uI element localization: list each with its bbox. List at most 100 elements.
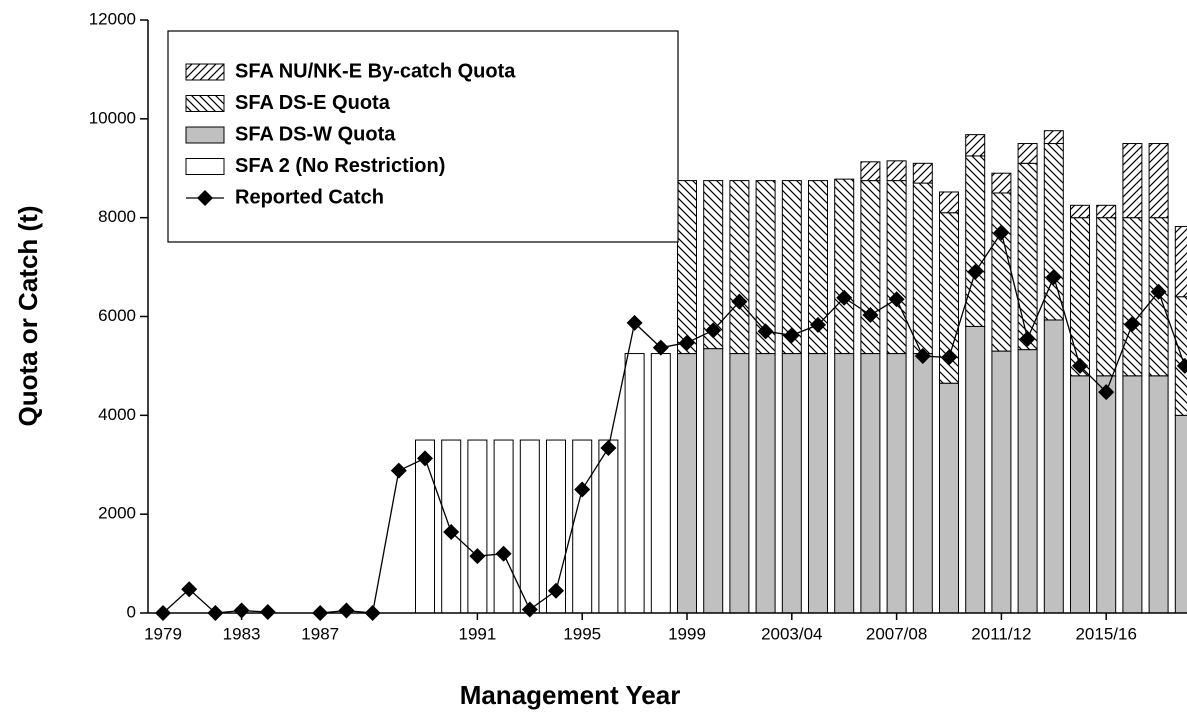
bar: [912, 162, 933, 184]
catch-marker: [155, 605, 171, 621]
x-tick-label: 2015/16: [1075, 624, 1136, 643]
bar: [781, 353, 802, 614]
legend-label: SFA NU/NK-E By-catch Quota: [235, 60, 516, 82]
legend-label: SFA DS-W Quota: [235, 123, 396, 145]
x-axis-title: Management Year: [460, 680, 681, 710]
bar: [808, 180, 828, 355]
bar: [703, 348, 724, 614]
bar: [781, 180, 802, 355]
bar: [965, 325, 986, 614]
bar: [860, 161, 881, 182]
catch-marker: [1045, 268, 1062, 285]
catch-marker: [993, 224, 1010, 241]
catch-marker: [731, 293, 748, 310]
bar: [467, 439, 488, 614]
catch-marker: [338, 602, 355, 619]
catch-marker: [1019, 330, 1036, 347]
bar: [519, 439, 540, 614]
bar: [808, 353, 828, 614]
catch-marker: [521, 601, 538, 618]
catch-marker: [600, 439, 617, 456]
x-tick-label: 2011/12: [971, 624, 1031, 643]
bar: [1122, 143, 1143, 219]
bar: [624, 353, 645, 614]
catch-marker: [259, 604, 276, 621]
bar: [1096, 375, 1117, 614]
catch-marker: [862, 307, 879, 324]
catch-marker: [836, 289, 853, 306]
catch-marker: [233, 602, 250, 619]
bar: [703, 180, 724, 350]
legend-swatch: [185, 63, 225, 81]
bar: [1096, 204, 1117, 219]
bar: [1017, 349, 1038, 614]
bar: [755, 180, 776, 355]
catch-marker: [495, 545, 512, 562]
catch-marker: [810, 316, 826, 333]
bar: [729, 180, 750, 355]
bar: [1174, 226, 1187, 298]
y-tick-label: 0: [127, 602, 136, 621]
x-tick-label: 2007/08: [866, 624, 927, 643]
bar: [834, 178, 855, 355]
catch-marker: [941, 349, 957, 366]
bar: [965, 155, 986, 327]
x-tick-label: 1999: [668, 624, 706, 643]
bar: [886, 353, 907, 614]
bar: [677, 180, 697, 355]
catch-marker: [679, 334, 695, 351]
catch-marker: [548, 582, 564, 599]
bar: [1043, 319, 1064, 614]
legend-swatch: [185, 158, 225, 175]
bar: [1148, 143, 1169, 219]
legend-label: SFA 2 (No Restriction): [235, 155, 445, 177]
y-axis-title: Quota or Catch (t): [13, 206, 43, 427]
catch-marker: [364, 605, 381, 621]
bar: [1070, 217, 1090, 377]
catch-marker: [967, 264, 984, 281]
catch-marker: [1098, 384, 1115, 401]
bar: [860, 353, 881, 614]
bar: [1174, 414, 1187, 614]
catch-marker: [626, 314, 643, 331]
catch-marker: [1150, 283, 1167, 300]
bar: [886, 160, 907, 182]
catch-marker: [443, 523, 460, 540]
bar: [965, 134, 986, 157]
bar: [755, 353, 776, 614]
bar: [834, 353, 855, 614]
bar: [1122, 217, 1143, 377]
bar: [991, 172, 1012, 194]
bar: [572, 439, 593, 614]
catch-marker: [914, 348, 931, 365]
bar: [1017, 143, 1038, 164]
catch-marker: [1176, 357, 1187, 374]
legend-marker: [197, 190, 213, 206]
catch-marker: [574, 481, 591, 498]
bar: [493, 439, 514, 614]
bar: [939, 191, 959, 214]
x-tick-label: 1979: [144, 624, 182, 643]
y-tick-label: 12000: [89, 9, 136, 28]
catch-marker: [1072, 357, 1088, 374]
y-tick-label: 10000: [89, 108, 136, 127]
catch-marker: [757, 323, 774, 340]
bar: [729, 353, 750, 614]
bar: [598, 439, 619, 614]
bar: [991, 192, 1012, 352]
bar: [886, 180, 907, 355]
y-tick-label: 6000: [98, 306, 136, 325]
y-tick-label: 2000: [98, 504, 136, 523]
bar: [1043, 130, 1064, 145]
catch-marker: [417, 450, 433, 467]
catch-marker: [469, 548, 486, 565]
bar: [912, 353, 933, 614]
bar: [1070, 375, 1090, 614]
catch-marker: [705, 322, 722, 339]
legend-swatch: [185, 95, 225, 112]
bar: [1122, 375, 1143, 614]
x-tick-label: 1995: [563, 624, 601, 643]
legend: SFA NU/NK-E By-catch Quota SFA DS-E Quota…: [167, 30, 679, 243]
